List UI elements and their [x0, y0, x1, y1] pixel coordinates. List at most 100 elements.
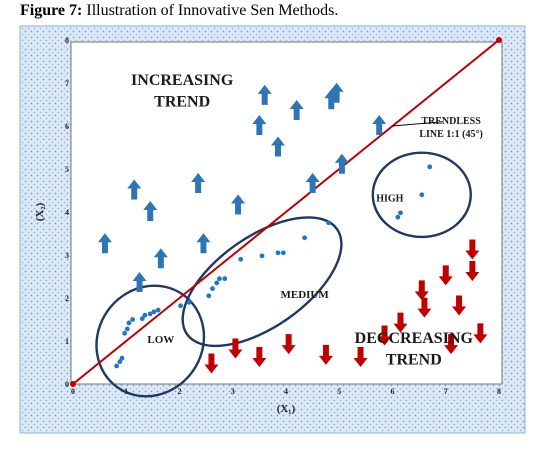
data-point-19 — [238, 256, 244, 262]
up-arrow-icon-11 — [153, 248, 168, 269]
y-tick-label-2: 2 — [65, 294, 69, 303]
data-point-11 — [155, 307, 161, 313]
y-tick-label-6: 6 — [65, 122, 69, 131]
x-tick-label-3: 3 — [231, 387, 235, 396]
x-tick-label-7: 7 — [444, 387, 448, 396]
up-arrow-icon-13 — [196, 233, 211, 254]
x-tick-label-1: 1 — [124, 387, 128, 396]
data-point-15 — [210, 286, 215, 291]
figure-caption: Figure 7: Illustration of Innovative Sen… — [20, 2, 338, 20]
trendless-label-line2: LINE 1:1 (45°) — [419, 129, 482, 140]
down-arrow-icon-9 — [393, 312, 408, 333]
trend-label-leader — [392, 121, 444, 127]
up-arrow-icon-5 — [305, 173, 320, 194]
trend-line-end — [496, 37, 502, 43]
y-tick-label-7: 7 — [65, 79, 69, 88]
decreasing-trend-label-line1: DECCREASING — [355, 330, 474, 347]
up-arrow-icon-2 — [191, 173, 206, 194]
data-point-12 — [178, 303, 183, 309]
data-point-13 — [186, 299, 192, 305]
data-point-1 — [117, 359, 123, 365]
x-tick-label-6: 6 — [391, 387, 395, 396]
data-point-16 — [214, 280, 220, 286]
data-point-6 — [130, 317, 136, 322]
y-tick-label-3: 3 — [65, 251, 69, 260]
increasing-trend-label-line1: INCREASING — [131, 72, 234, 89]
down-arrow-icon-7 — [473, 323, 488, 344]
up-arrow-icon-9 — [252, 115, 267, 135]
decreasing-trend-label-line2: TREND — [386, 352, 442, 369]
up-arrow-icon-16 — [329, 82, 344, 103]
y-tick-label-8: 8 — [65, 36, 69, 45]
data-point-23 — [302, 235, 308, 241]
down-arrow-icon-4 — [377, 325, 392, 346]
up-arrow-icon-15 — [289, 99, 304, 120]
up-arrow-icon-7 — [334, 153, 349, 174]
data-point-20 — [259, 253, 265, 259]
up-arrow-icon-14 — [257, 84, 272, 105]
y-axis-label: (X₂) — [34, 202, 46, 221]
up-arrow-icon-1 — [143, 201, 158, 221]
down-arrow-icon-11 — [318, 344, 333, 365]
data-point-17 — [217, 276, 222, 282]
down-arrow-icon-8 — [444, 334, 459, 355]
figure-caption-text: Illustration of Innovative Sen Methods. — [82, 2, 339, 19]
up-arrow-icon-0 — [127, 179, 142, 200]
cluster-ellipse-high — [371, 151, 472, 239]
up-arrow-icon-3 — [231, 194, 246, 215]
down-arrow-icon-1 — [465, 261, 480, 282]
increasing-trend-label-line2: TREND — [154, 94, 210, 111]
y-tick-label-5: 5 — [65, 165, 69, 174]
up-arrow-icon-4 — [271, 136, 286, 157]
x-tick-label-5: 5 — [337, 387, 341, 396]
x-tick-label-0: 0 — [71, 387, 75, 396]
down-arrow-icon-12 — [281, 334, 296, 355]
x-tick-label-2: 2 — [178, 387, 182, 396]
data-point-25 — [395, 214, 401, 220]
data-point-22 — [280, 250, 286, 256]
down-arrow-icon-10 — [353, 347, 368, 368]
x-tick-label-8: 8 — [497, 387, 501, 396]
y-tick-label-1: 1 — [65, 337, 69, 346]
figure-label: Figure 7: — [20, 2, 83, 19]
cluster-label-medium: MEDIUM — [280, 289, 329, 301]
cluster-label-high: HIGH — [376, 193, 403, 204]
data-point-24 — [326, 220, 331, 226]
data-point-14 — [206, 293, 212, 299]
x-tick-label-4: 4 — [284, 387, 288, 396]
trend-line-start — [70, 381, 76, 387]
up-arrow-icon-8 — [372, 115, 387, 135]
data-point-21 — [275, 250, 281, 256]
data-point-2 — [119, 355, 125, 361]
cluster-label-low: LOW — [147, 334, 174, 346]
data-point-3 — [122, 330, 128, 336]
trendless-line — [72, 39, 500, 385]
up-arrow-icon-12 — [97, 233, 112, 254]
down-arrow-icon-13 — [252, 347, 267, 368]
y-tick-label-0: 0 — [65, 380, 69, 389]
data-point-9 — [147, 311, 153, 317]
x-axis-label: (X₁) — [277, 403, 296, 415]
down-arrow-icon-15 — [204, 353, 219, 374]
up-arrow-icon-10 — [132, 271, 147, 292]
down-arrow-icon-14 — [228, 338, 243, 359]
down-arrow-icon-0 — [465, 239, 480, 260]
trendless-label-line1: TRENDLESS — [421, 116, 481, 127]
data-point-10 — [151, 309, 157, 315]
down-arrow-icon-2 — [438, 265, 453, 286]
data-point-26 — [398, 210, 403, 216]
data-point-7 — [139, 316, 145, 322]
data-point-0 — [114, 363, 120, 369]
data-point-18 — [222, 276, 228, 282]
data-point-4 — [124, 326, 130, 332]
data-point-8 — [142, 312, 148, 318]
y-tick-label-4: 4 — [65, 208, 69, 217]
down-arrow-icon-6 — [452, 295, 467, 316]
data-point-28 — [427, 164, 433, 170]
data-point-27 — [419, 192, 425, 198]
down-arrow-icon-5 — [417, 297, 432, 318]
data-point-5 — [126, 320, 132, 326]
cluster-ellipse-medium — [181, 216, 343, 348]
down-arrow-icon-3 — [414, 280, 429, 301]
